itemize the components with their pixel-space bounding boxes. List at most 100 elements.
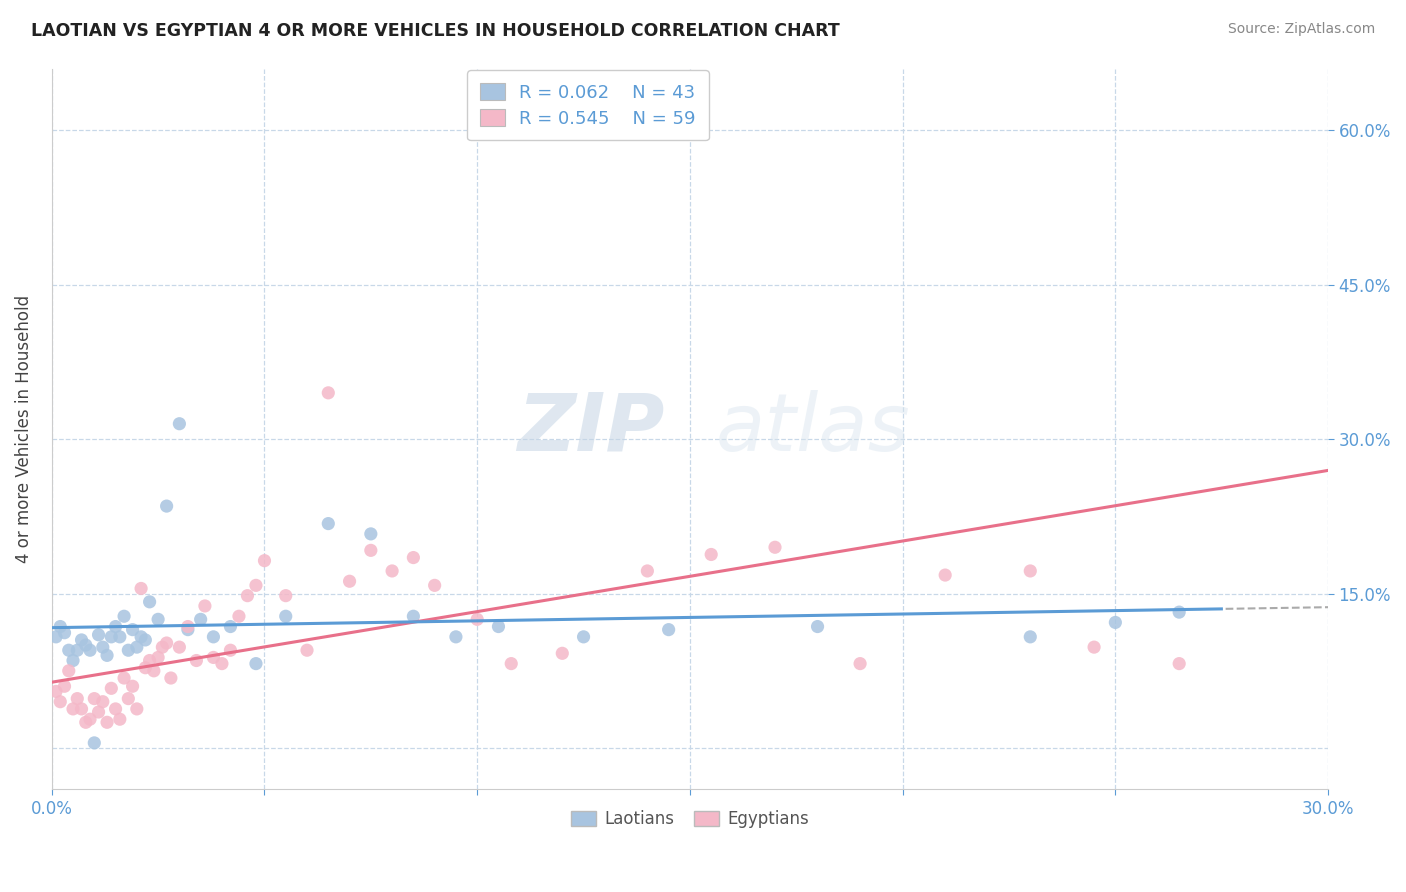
Point [146,650,169,665]
Point [228,609,250,624]
Point [1168,657,1191,671]
Point [636,564,658,578]
Point [700,548,723,562]
Point [104,702,127,716]
Point [112,671,135,685]
Point [177,619,200,633]
Point [75,715,97,730]
Point [245,578,267,592]
Point [53,625,76,640]
Point [572,630,595,644]
Point [177,623,200,637]
Point [45,684,67,698]
Point [934,568,956,582]
Text: Source: ZipAtlas.com: Source: ZipAtlas.com [1227,22,1375,37]
Point [402,609,425,624]
Point [66,691,89,706]
Point [96,715,118,730]
Point [360,527,382,541]
Point [91,695,114,709]
Point [150,640,173,654]
Point [160,671,183,685]
Point [58,664,80,678]
Point [156,636,179,650]
Y-axis label: 4 or more Vehicles in Household: 4 or more Vehicles in Household [15,295,32,563]
Point [444,630,467,644]
Point [186,653,208,667]
Point [100,630,122,644]
Point [117,691,139,706]
Point [108,630,131,644]
Point [75,638,97,652]
Point [194,599,217,613]
Point [211,657,233,671]
Point [134,632,156,647]
Point [156,499,179,513]
Text: atlas: atlas [716,390,910,468]
Point [501,657,523,671]
Point [62,653,84,667]
Point [253,554,276,568]
Point [202,650,225,665]
Point [219,643,242,657]
Point [1104,615,1126,630]
Point [1019,630,1042,644]
Point [138,595,160,609]
Point [79,712,101,726]
Point [1019,564,1042,578]
Point [142,664,165,678]
Point [423,578,446,592]
Point [1083,640,1105,654]
Point [83,736,105,750]
Point [360,543,382,558]
Point [219,619,242,633]
Point [79,643,101,657]
Point [49,619,72,633]
Point [190,612,212,626]
Point [146,612,169,626]
Text: LAOTIAN VS EGYPTIAN 4 OR MORE VEHICLES IN HOUSEHOLD CORRELATION CHART: LAOTIAN VS EGYPTIAN 4 OR MORE VEHICLES I… [31,22,839,40]
Point [53,679,76,693]
Point [658,623,681,637]
Point [169,640,191,654]
Point [83,691,105,706]
Point [316,516,339,531]
Point [339,574,361,589]
Point [108,712,131,726]
Point [849,657,872,671]
Point [138,653,160,667]
Point [121,679,143,693]
Point [70,702,93,716]
Point [381,564,404,578]
Point [169,417,191,431]
Point [66,643,89,657]
Point [488,619,510,633]
Point [87,628,110,642]
Point [402,550,425,565]
Point [96,648,118,663]
Point [236,589,259,603]
Text: ZIP: ZIP [517,390,665,468]
Point [117,643,139,657]
Point [91,640,114,654]
Point [129,582,152,596]
Legend: Laotians, Egyptians: Laotians, Egyptians [564,804,815,835]
Point [1168,605,1191,619]
Point [295,643,318,657]
Point [104,619,127,633]
Point [274,589,297,603]
Point [58,643,80,657]
Point [112,609,135,624]
Point [121,623,143,637]
Point [763,541,786,555]
Point [62,702,84,716]
Point [465,612,488,626]
Point [125,702,148,716]
Point [45,630,67,644]
Point [202,630,225,644]
Point [100,681,122,696]
Point [245,657,267,671]
Point [125,640,148,654]
Point [87,705,110,719]
Point [129,630,152,644]
